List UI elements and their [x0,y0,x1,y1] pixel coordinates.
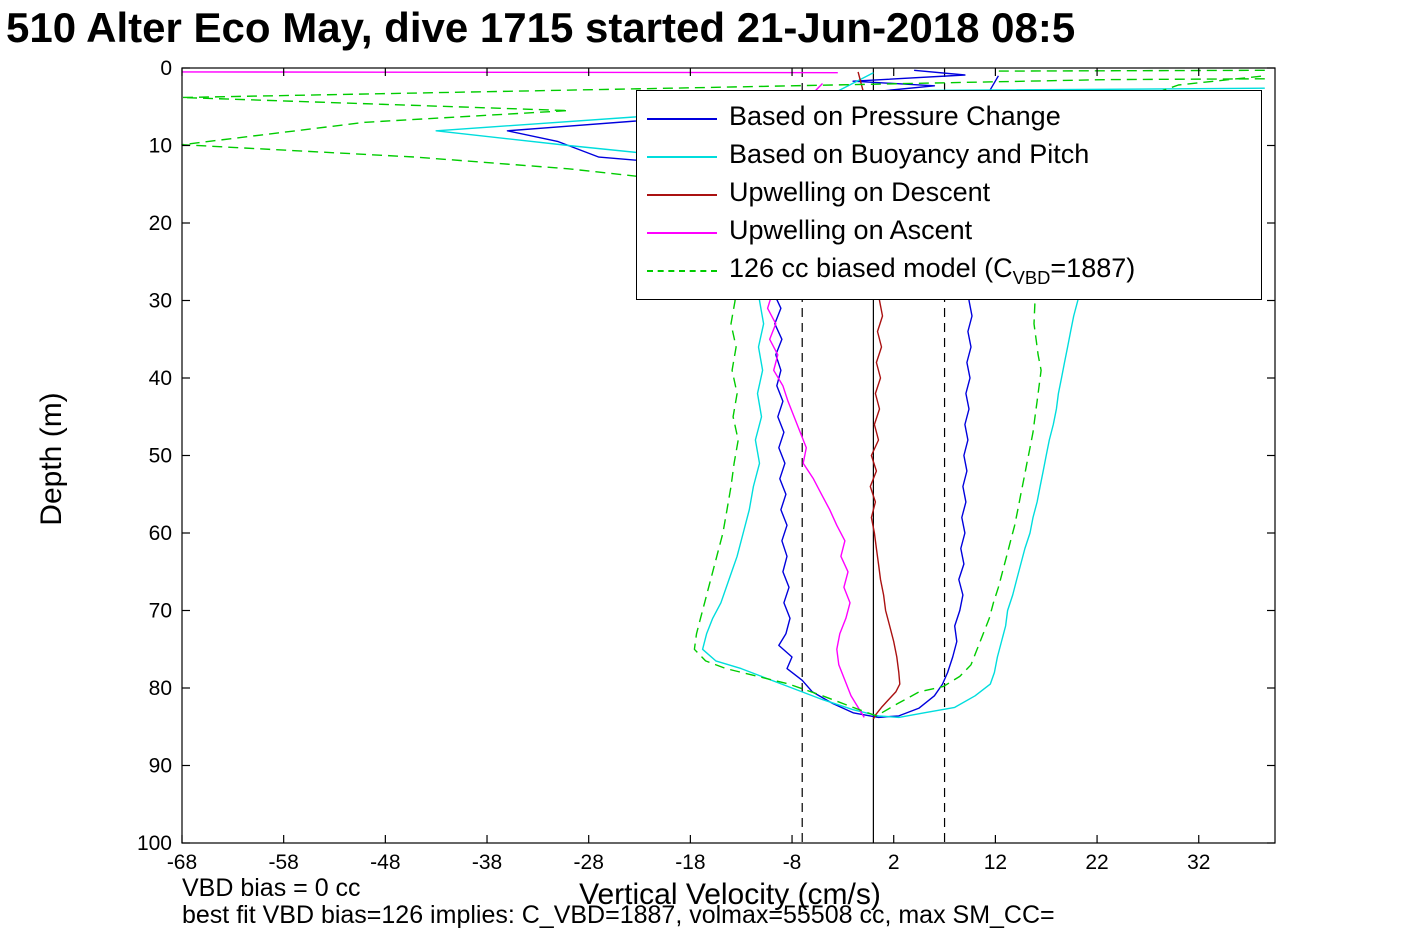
x-tick-label: -8 [783,851,802,874]
y-tick-label: 0 [160,57,172,80]
legend-label: Based on Buoyancy and Pitch [729,139,1090,170]
y-tick-label: 60 [149,522,172,545]
legend-item-upwelling-ascent: Upwelling on Ascent [647,214,1251,252]
legend-item-buoyancy: Based on Buoyancy and Pitch [647,138,1251,176]
chart-title: 510 Alter Eco May, dive 1715 started 21-… [6,4,1076,51]
x-tick-label: -48 [370,851,400,874]
series [435,72,1265,719]
legend-item-upwelling-descent: Upwelling on Descent [647,176,1251,214]
y-tick-label: 30 [149,290,172,313]
x-tick-label: 32 [1187,851,1210,874]
x-tick-label: 2 [888,851,900,874]
x-tick-label: -38 [472,851,502,874]
buoyancy-line-sample-icon [647,156,717,158]
y-tick-label: 40 [149,367,172,390]
vbd-bias-annotation: VBD bias = 0 cc [182,874,361,902]
x-tick-label: -58 [268,851,298,874]
upwelling-descent-line-sample-icon [647,194,717,196]
legend-label: Based on Pressure Change [729,101,1061,132]
x-tick-label: -18 [675,851,705,874]
pressure-line-sample-icon [647,118,717,120]
y-tick-label: 80 [149,677,172,700]
y-tick-label: 10 [149,135,172,158]
x-tick-label: -28 [574,851,604,874]
y-axis-ticks: 0 10 20 30 40 50 60 70 80 90 100 [137,57,1275,855]
x-tick-label: -68 [167,851,197,874]
y-tick-label: 50 [149,445,172,468]
biased-model-line-sample-icon [647,270,717,272]
legend-label: 126 cc biased model (CVBD=1887) [729,253,1136,288]
y-tick-label: 70 [149,600,172,623]
y-tick-label: 20 [149,212,172,235]
x-axis-label: Vertical Velocity (cm/s) [579,878,881,911]
upwelling-ascent-line-sample-icon [647,232,717,234]
data-series [181,69,1265,720]
y-axis-label: Depth (m) [35,392,68,526]
legend-item-biased-model: 126 cc biased model (CVBD=1887) [647,252,1251,290]
x-tick-label: 12 [984,851,1007,874]
legend-label: Upwelling on Descent [729,177,991,208]
y-tick-label: 100 [137,832,172,855]
y-tick-label: 90 [149,755,172,778]
best-fit-annotation: best fit VBD bias=126 implies: C_VBD=188… [182,901,1055,929]
legend-box: Based on Pressure Change Based on Buoyan… [636,90,1262,300]
legend-item-pressure: Based on Pressure Change [647,100,1251,138]
x-tick-label: 22 [1085,851,1108,874]
legend-label: Upwelling on Ascent [729,215,973,246]
x-axis-ticks: -68 -58 -48 -38 -28 -18 -8 2 12 22 32 [167,68,1210,874]
